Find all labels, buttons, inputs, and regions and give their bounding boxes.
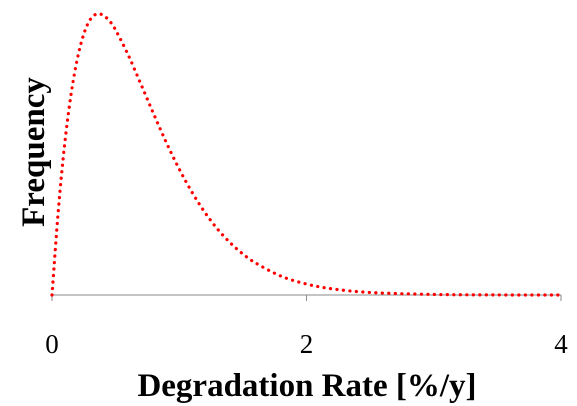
x-tick-label: 0	[45, 329, 59, 359]
frequency-curve	[50, 12, 563, 297]
x-axis-title: Degradation Rate [%/y]	[137, 368, 476, 404]
x-tick-label: 2	[300, 329, 314, 359]
x-tick-marks	[51, 295, 562, 301]
y-axis-title: Frequency	[16, 77, 52, 227]
x-tick-labels: 0 2 4	[45, 329, 568, 359]
x-tick-label: 4	[554, 329, 568, 359]
